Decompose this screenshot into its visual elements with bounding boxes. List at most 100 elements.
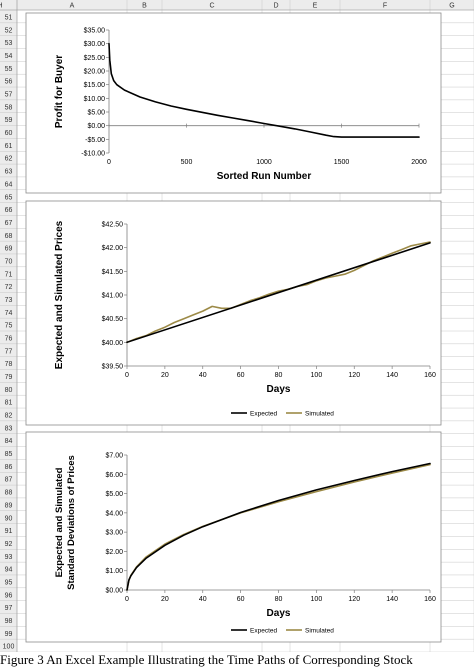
row-header: 90	[5, 515, 13, 522]
x-tick-label: 20	[161, 596, 169, 603]
row-header: 56	[5, 79, 13, 86]
series-line	[108, 42, 420, 138]
row-header: 54	[5, 53, 13, 60]
legend-label: Simulated	[305, 628, 334, 635]
row-header: 77	[5, 348, 13, 355]
row-header: 87	[5, 477, 13, 484]
row-header: 69	[5, 246, 13, 253]
x-tick-label: 20	[161, 372, 169, 379]
legend-label: Expected	[250, 628, 277, 635]
x-axis-title: Sorted Run Number	[217, 171, 312, 182]
chart-1: $35.00 $30.00 $25.00 $20.00 $15.00 $10.00 $5.0…	[25, 12, 442, 194]
row-header: 94	[5, 567, 13, 574]
expected-series-line	[126, 242, 431, 344]
row-header: 58	[5, 104, 13, 111]
row-header: 63	[5, 169, 13, 176]
x-tick-label: 60	[237, 372, 245, 379]
y-tick-label: $42.00	[102, 245, 124, 252]
row-header: 76	[5, 336, 13, 343]
y-tick-label: $4.00	[105, 510, 123, 517]
y-axis-title: Expected and Simulated	[54, 467, 65, 577]
row-header: 64	[5, 181, 13, 188]
chart-3: $7.00 $6.00 $5.00 $4.00 $3.00 $2.00 $1.00 $0.00…	[25, 431, 442, 643]
row-header: 98	[5, 618, 13, 625]
row-header: 88	[5, 490, 13, 497]
y-tick-label: $7.00	[105, 453, 123, 460]
row-header: 85	[5, 451, 13, 458]
y-tick-label: -$10.00	[81, 151, 105, 158]
y-tick-label: $40.50	[102, 316, 124, 323]
y-tick-label: $0.00	[87, 123, 105, 130]
expected-series-line	[126, 462, 431, 591]
y-tick-label: $25.00	[84, 55, 106, 62]
x-tick-label: 140	[386, 372, 398, 379]
y-tick-label: $1.00	[105, 568, 123, 575]
row-header: 95	[5, 579, 13, 586]
column-header-b: B	[142, 3, 147, 10]
y-tick-label: $20.00	[84, 69, 106, 76]
simulated-series-line	[126, 241, 431, 344]
chart-area: $35.00 $30.00 $25.00 $20.00 $15.00 $10.00 $5.0…	[25, 12, 442, 643]
row-header: 82	[5, 413, 13, 420]
y-tick-label: $41.50	[102, 269, 124, 276]
column-header-f: F	[383, 3, 387, 10]
column-header-h: H	[0, 3, 3, 10]
row-header: 79	[5, 374, 13, 381]
y-tick-label: $5.00	[87, 110, 105, 117]
x-tick-label: 2000	[411, 159, 427, 166]
row-header: 74	[5, 310, 13, 317]
chart-2: $42.50 $42.00 $41.50 $41.00 $40.50 $40.00 $39.…	[25, 200, 442, 426]
y-tick-label: $0.00	[105, 588, 123, 595]
y-tick-label: $42.50	[102, 222, 124, 229]
row-header: 84	[5, 438, 13, 445]
y-tick-label: $40.00	[102, 340, 124, 347]
row-header: 80	[5, 387, 13, 394]
y-tick-label: $2.00	[105, 549, 123, 556]
y-tick-label: $15.00	[84, 82, 106, 89]
legend-label: Expected	[250, 411, 277, 418]
y-tick-label: -$5.00	[85, 137, 105, 144]
y-tick-label: $5.00	[105, 491, 123, 498]
row-header: 61	[5, 143, 13, 150]
row-header: 81	[5, 400, 13, 407]
y-axis-title: Expected and Simulated Prices	[54, 220, 65, 369]
row-header: 93	[5, 554, 13, 561]
row-header: 71	[5, 271, 13, 278]
row-header: 55	[5, 66, 13, 73]
row-header: 57	[5, 92, 13, 99]
x-tick-label: 120	[348, 596, 360, 603]
row-header: 66	[5, 207, 13, 214]
chart-frame	[25, 200, 442, 426]
x-tick-label: 120	[348, 372, 360, 379]
row-header: 92	[5, 541, 13, 548]
x-tick-label: 100	[311, 372, 323, 379]
row-header: 91	[5, 528, 13, 535]
x-tick-label: 160	[424, 372, 436, 379]
x-axis-title: Days	[267, 384, 291, 395]
row-header: 89	[5, 502, 13, 509]
y-tick-label: $3.00	[105, 530, 123, 537]
x-tick-label: 40	[199, 372, 207, 379]
y-tick-label: $30.00	[84, 41, 106, 48]
column-header-e: E	[313, 3, 318, 10]
x-tick-label: 0	[125, 372, 129, 379]
chart-frame	[25, 12, 442, 194]
row-header: 52	[5, 27, 13, 34]
row-header: 96	[5, 592, 13, 599]
row-header: 62	[5, 156, 13, 163]
row-header: 68	[5, 233, 13, 240]
row-header: 99	[5, 631, 13, 638]
row-header: 53	[5, 40, 13, 47]
y-tick-label: $10.00	[84, 96, 106, 103]
x-tick-label: 1500	[334, 159, 350, 166]
row-header: 73	[5, 297, 13, 304]
row-header: 100	[3, 644, 15, 651]
column-header-bar	[0, 0, 474, 10]
x-tick-label: 40	[199, 596, 207, 603]
column-header-g: G	[449, 3, 454, 10]
row-header-bar	[0, 0, 17, 652]
y-axis-title: Profit for Buyer	[54, 55, 65, 128]
chart-frame	[25, 431, 442, 643]
x-tick-label: 500	[181, 159, 193, 166]
y-axis-title: Standard Deviations of Prices	[66, 455, 77, 590]
